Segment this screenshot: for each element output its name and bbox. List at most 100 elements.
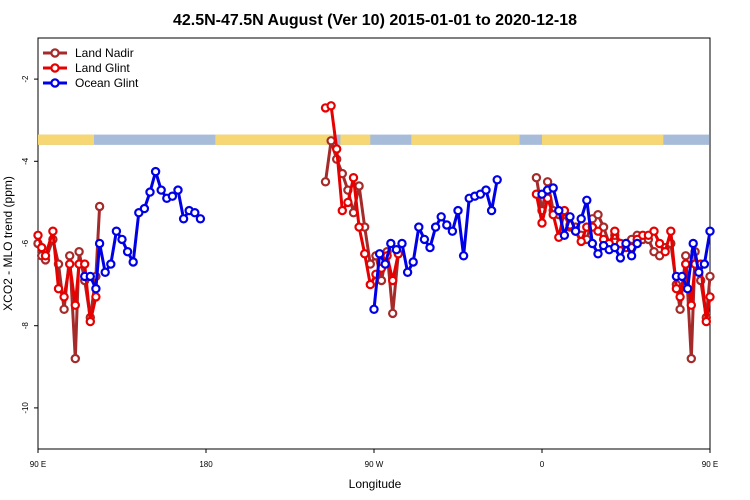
data-point bbox=[675, 292, 685, 302]
data-point bbox=[94, 238, 105, 249]
data-point bbox=[190, 207, 200, 218]
data-point bbox=[632, 238, 642, 249]
data-point bbox=[593, 226, 603, 236]
data-point bbox=[326, 101, 336, 111]
data-point bbox=[354, 222, 364, 232]
data-point bbox=[79, 259, 90, 269]
data-point bbox=[332, 144, 342, 154]
data-point bbox=[85, 271, 96, 282]
data-point bbox=[531, 172, 542, 183]
data-point bbox=[380, 259, 390, 269]
y-axis-label: XCO2 - MLO trend (ppm) bbox=[1, 176, 15, 311]
data-point bbox=[106, 259, 116, 269]
data-point bbox=[699, 259, 710, 269]
data-point bbox=[430, 222, 441, 232]
data-point bbox=[649, 226, 659, 236]
ocean-band bbox=[39, 134, 709, 145]
data-point bbox=[195, 214, 206, 224]
land-segment bbox=[215, 134, 333, 145]
data-point bbox=[681, 259, 691, 269]
data-point bbox=[666, 226, 676, 236]
x-axis: 90 E 180 90 W 0 90 E bbox=[30, 449, 718, 469]
data-point bbox=[59, 292, 69, 302]
data-point bbox=[145, 187, 155, 197]
data-point bbox=[70, 300, 81, 310]
y-tick-label: -4 bbox=[21, 157, 30, 165]
land-segment bbox=[542, 134, 664, 145]
y-tick-label: -6 bbox=[21, 239, 30, 247]
data-point bbox=[376, 275, 387, 286]
data-point bbox=[681, 251, 691, 261]
data-point bbox=[53, 284, 64, 294]
data-point bbox=[486, 205, 497, 216]
legend-marker bbox=[50, 48, 60, 58]
data-point bbox=[654, 238, 665, 249]
data-point bbox=[587, 238, 598, 249]
series-ocean-glint bbox=[79, 166, 715, 314]
data-point bbox=[414, 222, 424, 232]
data-point bbox=[559, 230, 570, 240]
x-tick-label: 0 bbox=[540, 460, 545, 469]
data-point bbox=[156, 185, 166, 195]
data-point bbox=[610, 226, 620, 236]
data-point bbox=[85, 316, 96, 327]
data-point bbox=[582, 195, 592, 205]
data-point bbox=[117, 234, 127, 245]
legend-marker bbox=[50, 78, 60, 88]
land-segment bbox=[340, 134, 371, 145]
data-point bbox=[492, 175, 502, 185]
data-point bbox=[408, 257, 418, 267]
data-point bbox=[554, 205, 564, 216]
y-tick-label: -10 bbox=[21, 402, 30, 414]
data-point bbox=[447, 226, 458, 236]
data-point bbox=[337, 205, 347, 216]
x-tick-label: 90 W bbox=[365, 460, 384, 469]
legend-label: Land Glint bbox=[75, 61, 130, 75]
data-point bbox=[173, 185, 183, 195]
data-point bbox=[59, 304, 69, 314]
land-segment bbox=[38, 134, 94, 145]
data-point bbox=[100, 267, 110, 277]
y-tick-label: -2 bbox=[21, 75, 30, 83]
data-point bbox=[425, 242, 435, 253]
data-point bbox=[150, 166, 161, 177]
y-tick-label: -8 bbox=[21, 322, 30, 330]
data-point bbox=[326, 136, 336, 146]
data-point bbox=[388, 308, 398, 319]
chart-title: 42.5N-47.5N August (Ver 10) 2015-01-01 t… bbox=[173, 12, 577, 29]
data-point bbox=[615, 253, 626, 263]
data-point bbox=[688, 238, 698, 249]
data-point bbox=[537, 218, 547, 228]
data-point bbox=[542, 177, 553, 187]
data-point bbox=[621, 238, 631, 249]
data-point bbox=[442, 220, 452, 230]
legend-marker bbox=[50, 63, 60, 73]
x-tick-label: 90 E bbox=[30, 460, 46, 469]
data-point bbox=[677, 271, 687, 282]
data-point bbox=[548, 183, 558, 193]
data-point bbox=[386, 238, 396, 249]
data-point bbox=[94, 201, 105, 212]
data-point bbox=[139, 203, 150, 214]
data-point bbox=[320, 177, 331, 187]
data-point bbox=[369, 304, 379, 314]
data-point bbox=[48, 226, 58, 236]
data-point bbox=[91, 284, 101, 294]
data-point bbox=[37, 242, 47, 253]
data-point bbox=[391, 244, 402, 255]
data-point bbox=[705, 226, 715, 236]
data-point bbox=[453, 205, 463, 216]
series-layer bbox=[33, 101, 715, 364]
data-point bbox=[74, 246, 84, 257]
data-point bbox=[40, 251, 51, 261]
data-point bbox=[128, 257, 138, 267]
data-point bbox=[593, 209, 603, 220]
x-tick-label: 90 E bbox=[702, 460, 718, 469]
data-point bbox=[626, 251, 637, 261]
data-point bbox=[360, 249, 370, 259]
data-point bbox=[565, 212, 575, 222]
data-point bbox=[397, 238, 407, 249]
data-point bbox=[419, 234, 430, 245]
data-point bbox=[167, 191, 178, 201]
